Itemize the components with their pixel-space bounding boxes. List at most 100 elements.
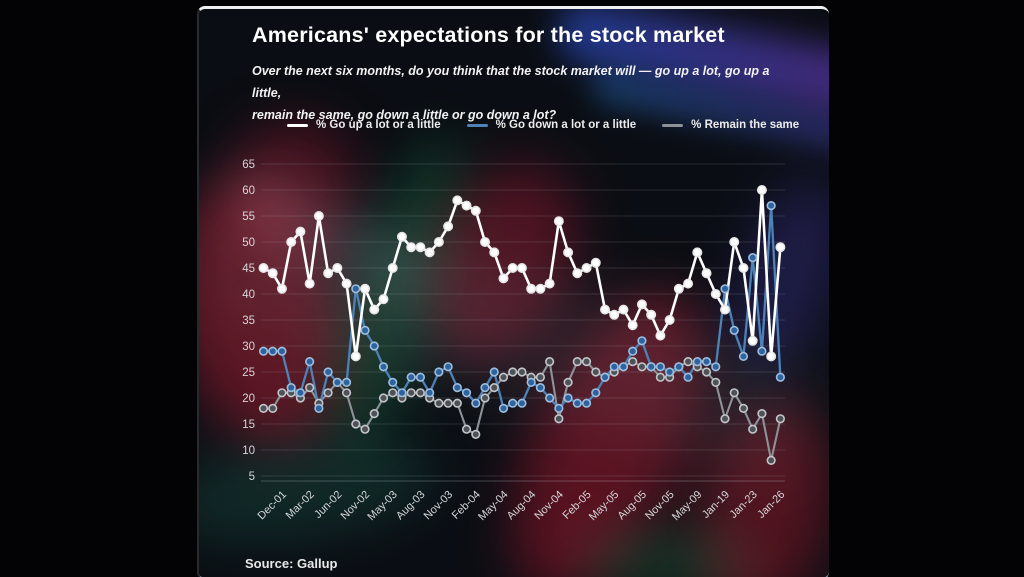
data-point [268, 346, 278, 356]
data-point [692, 247, 703, 258]
y-axis-tick-label: 30 [242, 341, 255, 353]
x-axis-tick-label: Nov-04 [532, 489, 566, 523]
y-axis-tick-label: 20 [242, 393, 255, 405]
data-point [729, 388, 739, 398]
data-point [738, 263, 749, 274]
data-point [313, 211, 324, 222]
data-point [581, 263, 592, 274]
data-point [295, 388, 306, 398]
x-axis-tick-label: Jan-19 [700, 489, 732, 521]
data-point [609, 362, 619, 372]
data-point [452, 195, 463, 206]
data-point [480, 237, 491, 248]
data-point [563, 247, 574, 258]
x-axis-tick-label: Aug-03 [394, 489, 428, 523]
data-point [609, 309, 620, 320]
x-axis-tick-label: Nov-03 [422, 489, 456, 523]
data-point [516, 263, 527, 274]
data-point [341, 377, 352, 388]
data-point [406, 242, 417, 253]
data-point [323, 388, 333, 398]
legend-dash-blue [466, 123, 488, 127]
y-axis-tick-label: 25 [242, 367, 255, 379]
data-point [424, 247, 435, 258]
y-axis-tick-label: 10 [242, 445, 255, 457]
data-point [664, 314, 675, 325]
data-point [378, 362, 389, 372]
y-axis-tick-label: 40 [242, 289, 255, 301]
y-axis-tick-label: 65 [242, 159, 255, 171]
data-point [766, 455, 776, 466]
data-point [720, 414, 730, 424]
legend-item-remain-same: % Remain the same [662, 119, 799, 131]
data-point [286, 237, 297, 248]
data-point [719, 304, 730, 315]
data-point [738, 351, 749, 362]
data-point [757, 346, 767, 356]
data-point [553, 216, 564, 227]
data-point [470, 205, 481, 216]
data-point [498, 372, 509, 382]
data-point [360, 424, 370, 434]
data-point [508, 398, 518, 408]
data-point [351, 419, 361, 429]
subtitle-line-2: remain the same, go down a little or go … [252, 107, 557, 122]
data-point [388, 377, 398, 388]
data-point [396, 231, 407, 242]
data-point [517, 398, 527, 408]
data-point [775, 414, 785, 424]
data-point [683, 372, 693, 382]
data-point [637, 336, 647, 346]
data-point [637, 362, 647, 372]
data-point [646, 362, 656, 372]
data-point [471, 398, 481, 408]
y-axis-tick-label: 35 [242, 315, 255, 327]
data-point [720, 284, 730, 294]
data-point [655, 372, 665, 382]
data-point [323, 268, 334, 279]
data-point [406, 388, 416, 398]
data-point [332, 263, 343, 274]
data-point [471, 429, 481, 440]
data-point [452, 383, 462, 393]
data-point [360, 325, 370, 336]
y-axis-tick-label: 60 [242, 185, 255, 197]
line-chart: 6560555045403530252015105Dec-01Mar-02Jun… [242, 159, 787, 523]
data-point [545, 357, 555, 367]
y-axis-tick-label: 5 [249, 471, 255, 483]
series-line [263, 204, 782, 410]
backdrop-green-blob [579, 529, 749, 577]
data-point [535, 283, 546, 294]
backdrop-red-blob [229, 119, 359, 249]
data-point [545, 393, 555, 403]
data-point [443, 221, 454, 232]
data-point [526, 377, 536, 388]
data-point [701, 357, 712, 367]
data-point [738, 403, 749, 414]
data-point [267, 268, 278, 279]
x-axis-tick-label: Aug-04 [505, 489, 539, 523]
data-point [766, 351, 777, 362]
source-note: Source: Gallup [245, 556, 338, 571]
data-point [277, 388, 287, 398]
data-point [572, 398, 582, 408]
data-point [350, 351, 361, 362]
data-point [748, 424, 758, 434]
subtitle-line-1: Over the next six months, do you think t… [252, 64, 770, 100]
legend-dash-white [287, 123, 308, 127]
data-point [378, 294, 389, 305]
data-point [775, 372, 785, 382]
data-point [323, 367, 333, 377]
x-axis-tick-label: Mar-02 [284, 489, 317, 522]
data-point [572, 268, 583, 279]
data-point [535, 383, 546, 393]
data-point [461, 388, 472, 398]
data-point [295, 226, 306, 237]
data-point [489, 367, 499, 377]
data-point [554, 403, 564, 414]
legend-label: % Go down a lot or a little [495, 119, 637, 131]
data-point [535, 372, 546, 382]
data-point [526, 283, 537, 294]
data-point [415, 372, 426, 382]
legend-label: % Remain the same [691, 119, 800, 131]
